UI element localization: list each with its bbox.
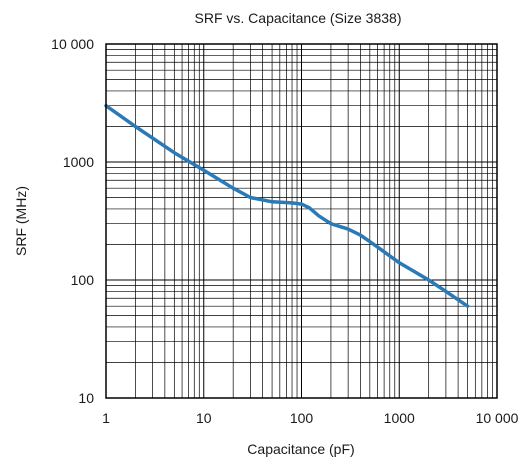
y-tick-label: 10 [78,390,94,406]
grid [106,44,497,398]
y-axis-title: SRF (MHz) [13,186,29,256]
tick-labels: 1 10 100 1000 10 000 10 100 1000 10 000 [51,36,518,426]
y-tick-label: 100 [71,272,95,288]
plot-frame [105,43,498,399]
chart-title: SRF vs. Capacitance (Size 3838) [195,10,402,26]
x-axis-title: Capacitance (pF) [247,441,354,457]
x-tick-label: 1 [102,410,110,426]
x-tick-label: 1000 [384,410,415,426]
series-line-1 [104,103,470,308]
y-tick-label: 10 000 [51,36,94,52]
series-lines [104,103,470,308]
x-tick-label: 10 [196,410,212,426]
y-tick-label: 1000 [63,154,94,170]
x-tick-label: 10 000 [476,410,519,426]
x-tick-label: 100 [290,410,314,426]
